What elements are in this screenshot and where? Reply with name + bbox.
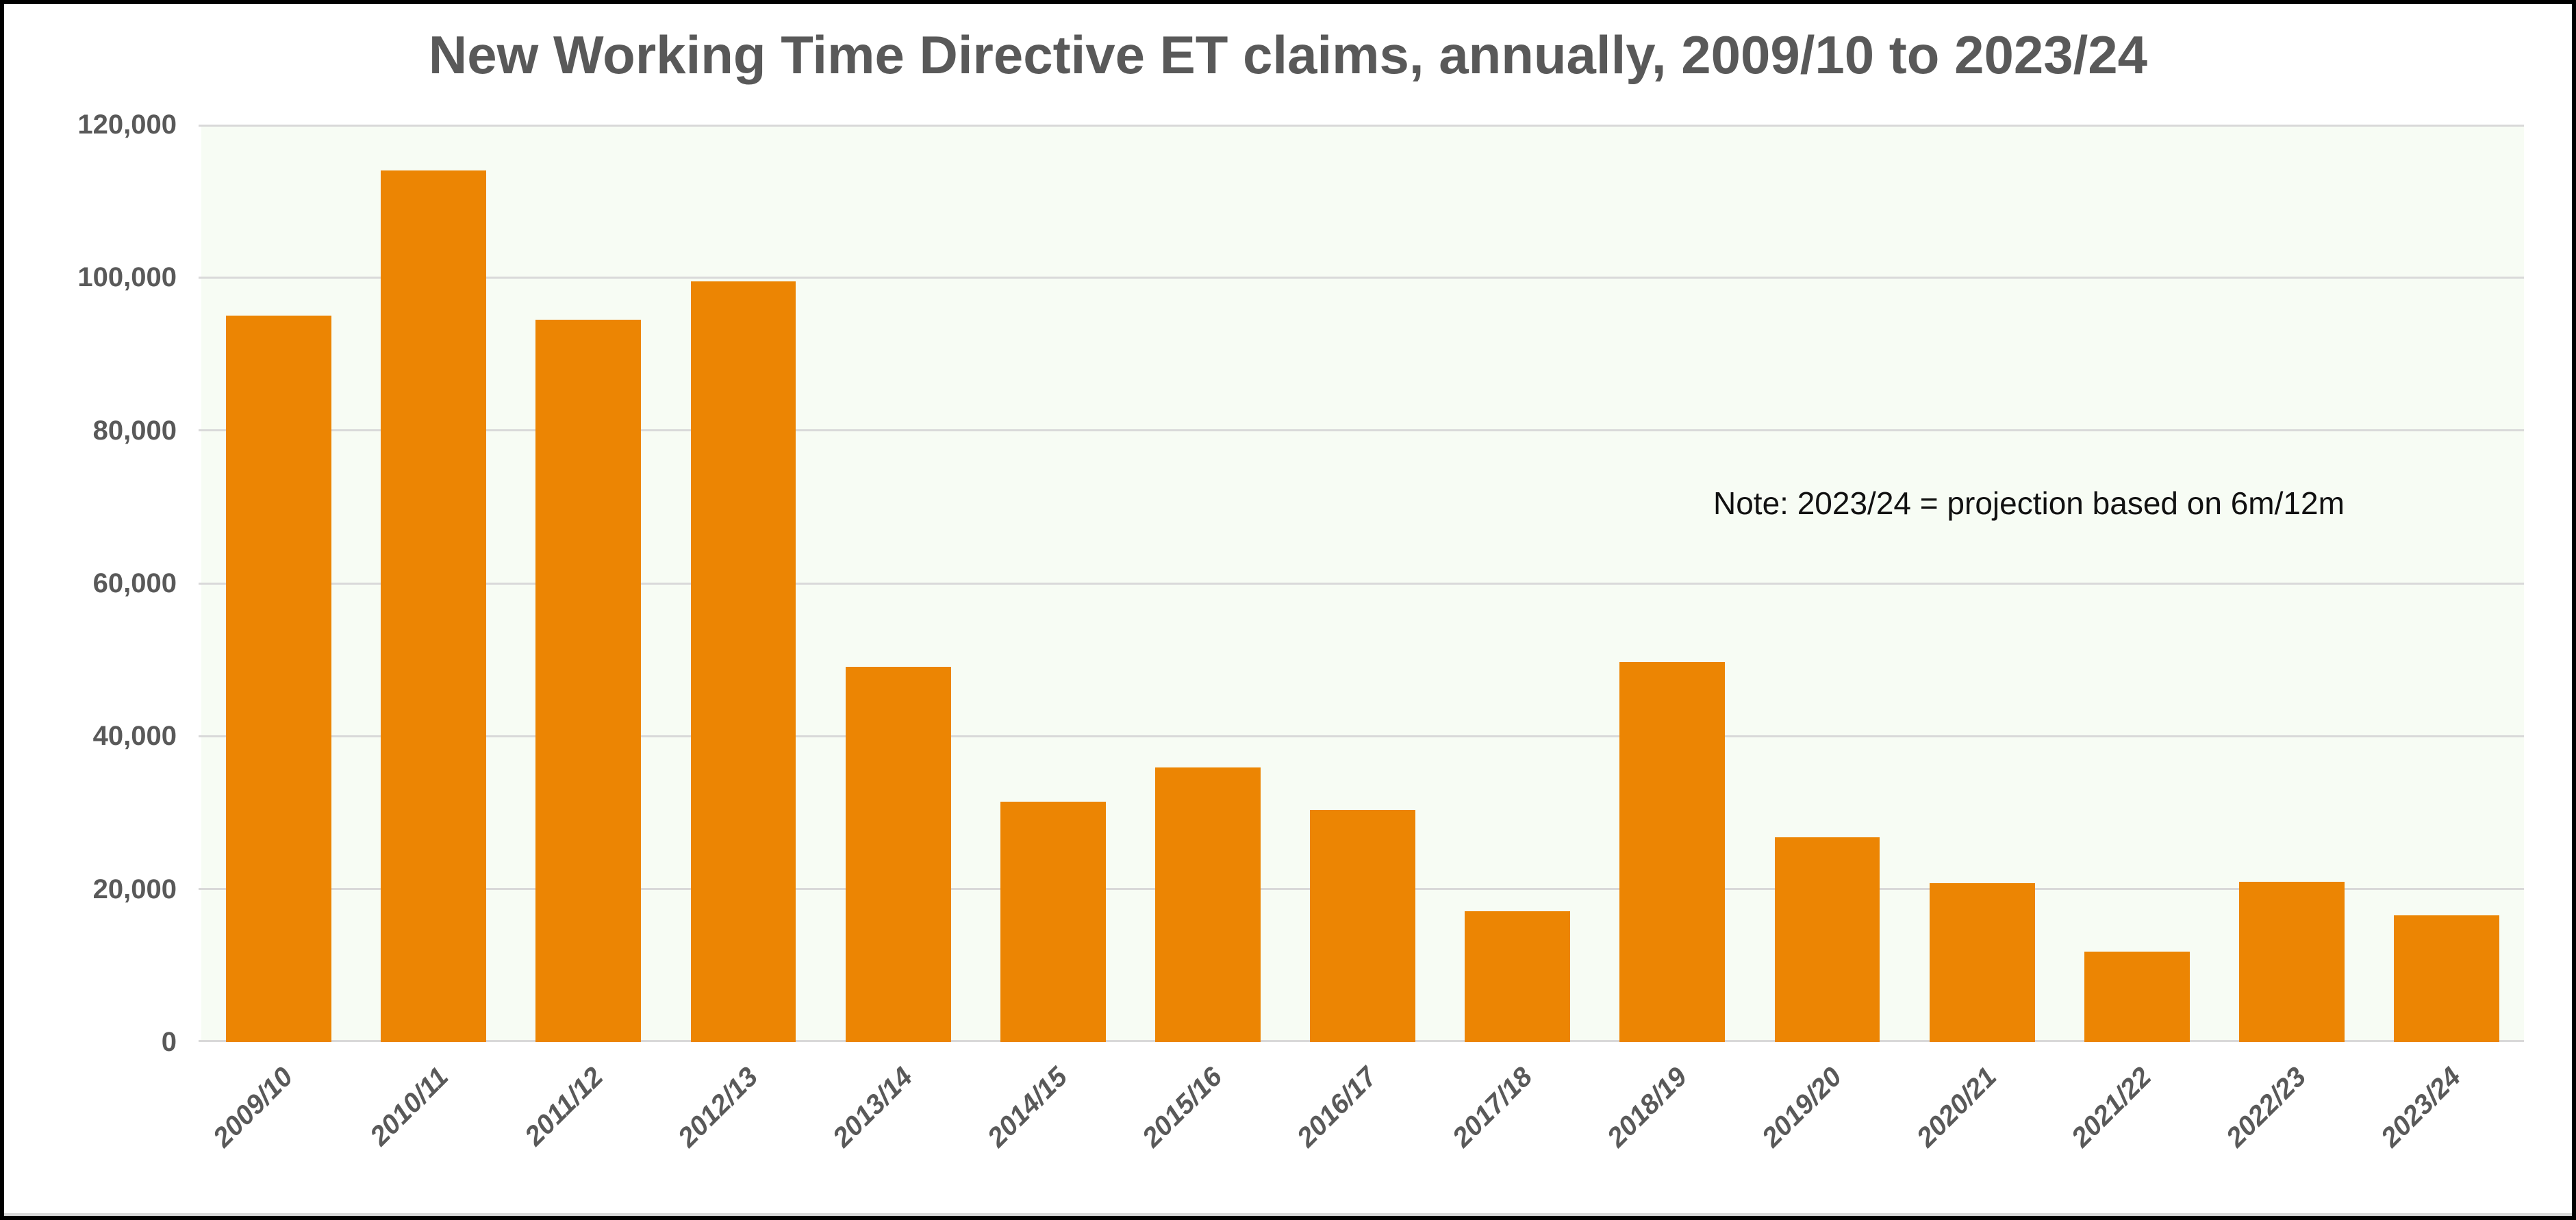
bar-slot <box>511 125 666 1042</box>
x-tick-label: 2019/20 <box>1756 1061 1848 1153</box>
y-tick-label: 100,000 <box>77 262 177 293</box>
x-axis: 2009/10 2010/11 2011/12 2012/13 2013/14 2014/… <box>201 1042 2524 1213</box>
bar-slot <box>1595 125 1750 1042</box>
bar-slot <box>1750 125 1904 1042</box>
x-tick-label: 2013/14 <box>826 1061 919 1153</box>
bar-slot <box>1440 125 1595 1042</box>
x-tick-label: 2018/19 <box>1601 1061 1693 1153</box>
gridline <box>199 429 2524 432</box>
plot-area: Note: 2023/24 = projection based on 6m/1… <box>199 125 2524 1042</box>
x-tick-label: 2011/12 <box>518 1061 609 1152</box>
chart-note: Note: 2023/24 = projection based on 6m/1… <box>1713 485 2345 521</box>
bar-slot <box>201 125 356 1042</box>
bar-2016/17 <box>1310 809 1415 1042</box>
x-tick-label: 2010/11 <box>364 1061 454 1152</box>
y-tick-label: 60,000 <box>92 568 177 598</box>
x-tick-label: 2021/22 <box>2065 1061 2158 1153</box>
bar-2013/14 <box>845 666 951 1042</box>
bar-2023/24 <box>2394 915 2499 1042</box>
bar-slot <box>666 125 820 1042</box>
x-tick-label: 2012/13 <box>672 1061 764 1153</box>
y-axis: 0 20,000 40,000 60,000 80,000 100,000 120,000 <box>0 111 177 1056</box>
bar-2011/12 <box>535 319 642 1042</box>
x-tick-label: 2017/18 <box>1446 1061 1538 1153</box>
bar-slot <box>356 125 511 1042</box>
x-tick-label: 2014/15 <box>982 1061 1074 1153</box>
x-tick-label: 2009/10 <box>207 1061 299 1153</box>
x-tick-label: 2020/21 <box>1910 1061 2003 1153</box>
x-tick-label: 2023/24 <box>2375 1061 2467 1153</box>
chart-title: New Working Time Directive ET claims, an… <box>428 25 2148 85</box>
gridline <box>199 276 2524 279</box>
x-tick-label: 2016/17 <box>1291 1061 1383 1153</box>
bar-2017/18 <box>1465 911 1571 1042</box>
bar-2019/20 <box>1774 837 1880 1042</box>
y-tick-label: 40,000 <box>92 721 177 752</box>
bar-2009/10 <box>226 316 331 1042</box>
bar-slot <box>1131 125 1285 1042</box>
bar-2018/19 <box>1619 662 1726 1042</box>
gridline <box>199 582 2524 585</box>
bar-2021/22 <box>2084 952 2190 1042</box>
bar-slot <box>1285 125 1440 1042</box>
gridline <box>199 735 2524 737</box>
bar-slot <box>2214 125 2369 1042</box>
bar-slot <box>1905 125 2060 1042</box>
bar-2014/15 <box>1000 802 1106 1042</box>
x-tick-label: 2015/16 <box>1137 1061 1228 1153</box>
bar-slot <box>976 125 1131 1042</box>
window-bottom-edge <box>4 1213 2572 1216</box>
y-tick-label: 20,000 <box>92 874 177 904</box>
y-tick-label: 0 <box>161 1027 177 1057</box>
y-tick-label: 80,000 <box>92 415 177 446</box>
x-tick-label: 2022/23 <box>2221 1061 2312 1153</box>
bar-slot <box>2060 125 2214 1042</box>
bar-2022/23 <box>2239 881 2345 1042</box>
bar-slot <box>821 125 976 1042</box>
bar-2015/16 <box>1155 767 1261 1042</box>
gridline <box>199 125 2524 127</box>
bar-2020/21 <box>1929 882 2035 1042</box>
y-tick-label: 120,000 <box>77 110 177 140</box>
bar-2012/13 <box>690 281 796 1042</box>
bars <box>201 125 2524 1042</box>
bar-slot <box>2369 125 2524 1042</box>
bar-2010/11 <box>381 170 487 1042</box>
